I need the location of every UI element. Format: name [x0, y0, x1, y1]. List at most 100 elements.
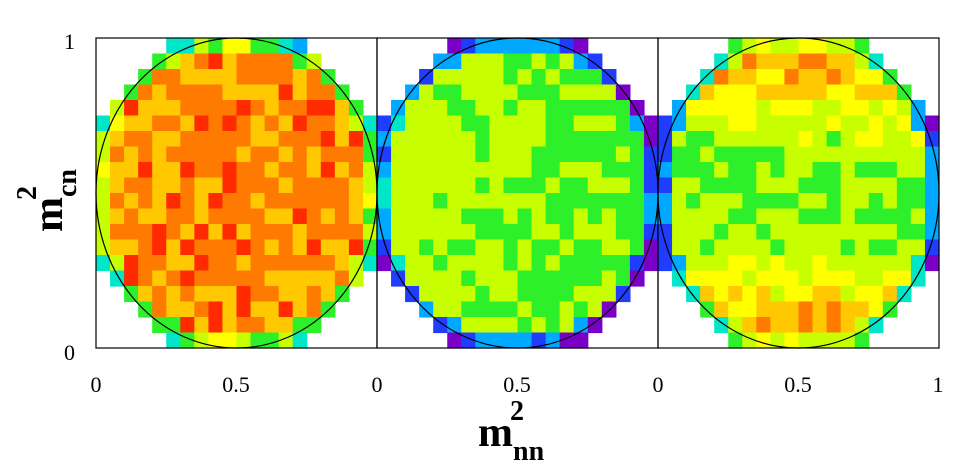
heatmap-cell [742, 146, 757, 163]
heatmap-cell [531, 317, 547, 334]
heatmap-cell [728, 286, 743, 303]
heatmap-cell [770, 177, 786, 194]
heatmap-cell [377, 208, 392, 225]
heatmap-cell [292, 38, 308, 55]
heatmap-cell [194, 224, 209, 241]
heatmap-cell [461, 208, 476, 225]
heatmap-cell [798, 115, 814, 132]
heatmap-cell [545, 239, 561, 256]
heatmap-cell [475, 162, 490, 179]
heatmap-cell [531, 53, 547, 70]
heatmap-cell [728, 332, 743, 349]
heatmap-cell [700, 239, 715, 256]
heatmap-cell [503, 255, 519, 272]
heatmap-cell [798, 84, 814, 101]
heatmap-cell [643, 193, 659, 210]
heatmap-cell [489, 301, 505, 318]
heatmap-cell [728, 177, 743, 194]
heatmap-cell [433, 239, 448, 256]
heatmap-cell [686, 270, 701, 287]
heatmap-cell [419, 69, 434, 86]
heatmap-cell [166, 193, 181, 210]
heatmap-cell [292, 84, 308, 101]
heatmap-cell [896, 239, 912, 256]
heatmap-cell [686, 115, 701, 132]
heatmap-cell [110, 239, 125, 256]
heatmap-cell [377, 177, 392, 194]
heatmap-cell [840, 193, 856, 210]
heatmap-cell [250, 146, 266, 163]
heatmap-cell [447, 146, 462, 163]
heatmap-cell [124, 162, 139, 179]
heatmap-cell [180, 162, 195, 179]
heatmap-cell [405, 193, 420, 210]
heatmap-cell [292, 255, 308, 272]
heatmap-cell [461, 177, 476, 194]
heatmap-cell [756, 317, 771, 334]
x-axis-label: mnn [478, 410, 545, 467]
heatmap-cell [222, 146, 238, 163]
heatmap-cell [784, 84, 800, 101]
heatmap-cell [882, 162, 898, 179]
x-axis-label-sub: nn [513, 436, 545, 467]
heatmap-cell [447, 317, 462, 334]
heatmap-cell [700, 84, 715, 101]
heatmap-cell [447, 255, 462, 272]
heatmap-cell [672, 146, 687, 163]
heatmap-cell [545, 100, 561, 117]
heatmap-cell [826, 208, 842, 225]
heatmap-cell [643, 162, 659, 179]
heatmap-cell [180, 286, 195, 303]
heatmap-cell [728, 162, 743, 179]
heatmap-cell [658, 193, 673, 210]
heatmap-cell [545, 38, 561, 55]
heatmap-cell [756, 286, 771, 303]
heatmap-cell [306, 100, 322, 117]
heatmap-cell [461, 131, 476, 148]
heatmap-cell [573, 208, 589, 225]
heatmap-cell [587, 224, 603, 241]
heatmap-cell [138, 301, 153, 318]
heatmap-cell [700, 193, 715, 210]
heatmap-cell [152, 115, 167, 132]
heatmap-cell [208, 270, 224, 287]
heatmap-cell [798, 270, 814, 287]
heatmap-cell [320, 177, 336, 194]
heatmap-cell [166, 177, 181, 194]
heatmap-cell [559, 286, 575, 303]
heatmap-cell [756, 301, 771, 318]
heatmap-cell [587, 131, 603, 148]
heatmap-cell [447, 131, 462, 148]
heatmap-cell [208, 193, 224, 210]
heatmap-cell [377, 131, 392, 148]
heatmap-cell [166, 286, 181, 303]
heatmap-cell [447, 38, 462, 55]
heatmap-cell [166, 115, 181, 132]
heatmap-cell [559, 177, 575, 194]
heatmap-cell [840, 115, 856, 132]
heatmap-cell [770, 53, 786, 70]
heatmap-cell [194, 115, 209, 132]
heatmap-cell [896, 177, 912, 194]
heatmap-cell [250, 131, 266, 148]
heatmap-cell [798, 69, 814, 86]
heatmap-cell [868, 177, 884, 194]
heatmap-cell [348, 100, 364, 117]
heatmap-cell [503, 317, 519, 334]
heatmap-cell [236, 100, 252, 117]
heatmap-cell [742, 239, 757, 256]
heatmap-cell [784, 146, 800, 163]
heatmap-cell [784, 193, 800, 210]
heatmap-cell [419, 255, 434, 272]
heatmap-cell [138, 69, 153, 86]
x-tick-p1-05: 0.5 [222, 372, 250, 397]
heatmap-cell [868, 131, 884, 148]
heatmap-cell [96, 193, 111, 210]
heatmap-cell [742, 208, 757, 225]
heatmap-cell [250, 38, 266, 55]
heatmap-cell [728, 115, 743, 132]
heatmap-cell [559, 255, 575, 272]
heatmap-cell [587, 146, 603, 163]
heatmap-cell [756, 69, 771, 86]
